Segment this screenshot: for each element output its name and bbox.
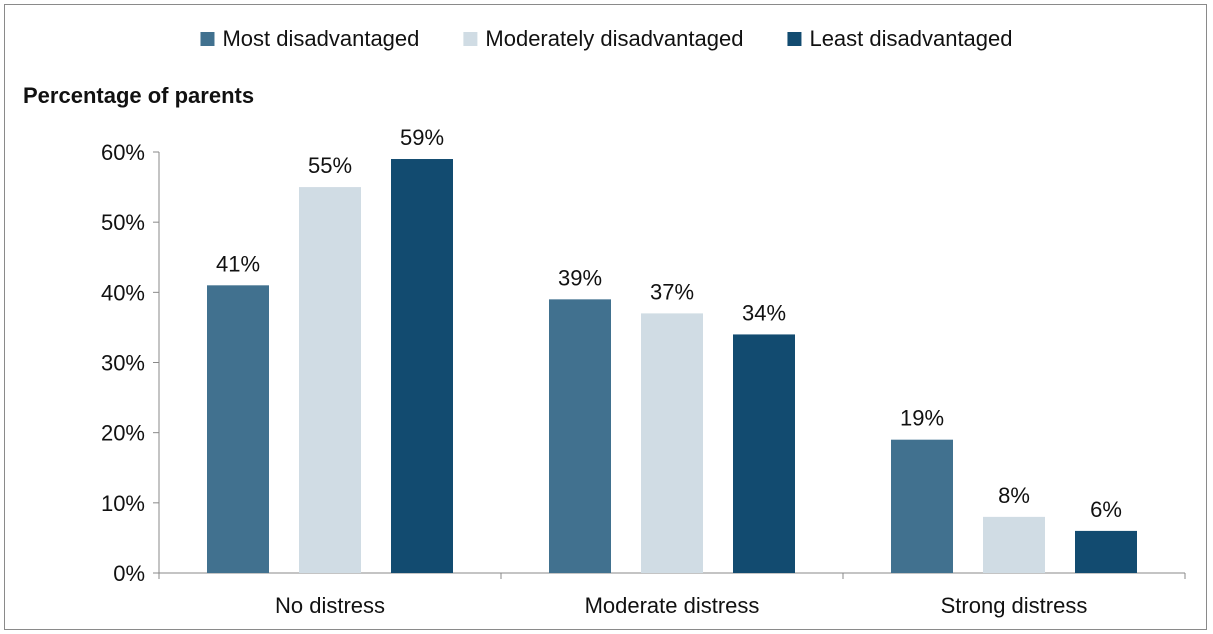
data-label: 59% <box>400 125 444 150</box>
legend-label: Least disadvantaged <box>809 26 1012 51</box>
x-tick-label: Strong distress <box>941 593 1088 618</box>
y-tick-label: 20% <box>101 421 145 446</box>
y-tick-label: 40% <box>101 280 145 305</box>
data-labels: 41% 55% 59% 39% 37% 34% 19% 8% 6% <box>216 125 1122 522</box>
y-tick-label: 10% <box>101 491 145 516</box>
y-axis-title: Percentage of parents <box>23 83 254 108</box>
bar <box>983 516 1045 573</box>
bar <box>641 313 703 573</box>
y-tick-label: 60% <box>101 140 145 165</box>
bar <box>549 299 611 573</box>
data-label: 41% <box>216 251 260 276</box>
bar <box>299 187 361 574</box>
y-tick-label: 30% <box>101 351 145 376</box>
bar <box>207 285 269 573</box>
chart-frame: Most disadvantaged Moderately disadvantag… <box>4 4 1207 630</box>
legend-label: Moderately disadvantaged <box>485 26 743 51</box>
data-label: 34% <box>742 300 786 325</box>
data-label: 19% <box>900 406 944 431</box>
legend-label: Most disadvantaged <box>222 26 419 51</box>
bar <box>891 439 953 573</box>
x-tick-label: No distress <box>275 593 385 618</box>
y-tick-label: 50% <box>101 210 145 235</box>
y-axis: 0% 10% 20% 30% 40% 50% 60% <box>101 140 160 586</box>
bar <box>733 334 795 573</box>
legend-swatch <box>787 32 802 46</box>
y-tick-label: 0% <box>113 561 145 586</box>
bar <box>1075 530 1137 573</box>
data-label: 8% <box>998 483 1030 508</box>
data-label: 55% <box>308 153 352 178</box>
x-axis: No distress Moderate distress Strong distr… <box>158 572 1186 618</box>
data-label: 37% <box>650 279 694 304</box>
legend-swatch <box>200 32 215 46</box>
bar-chart: Most disadvantaged Moderately disadvantag… <box>23 26 1186 618</box>
x-tick-label: Moderate distress <box>585 593 760 618</box>
data-label: 39% <box>558 265 602 290</box>
bars <box>207 159 1137 574</box>
bar <box>391 159 453 573</box>
legend-swatch <box>463 32 478 46</box>
legend: Most disadvantaged Moderately disadvantag… <box>200 26 1013 51</box>
data-label: 6% <box>1090 497 1122 522</box>
